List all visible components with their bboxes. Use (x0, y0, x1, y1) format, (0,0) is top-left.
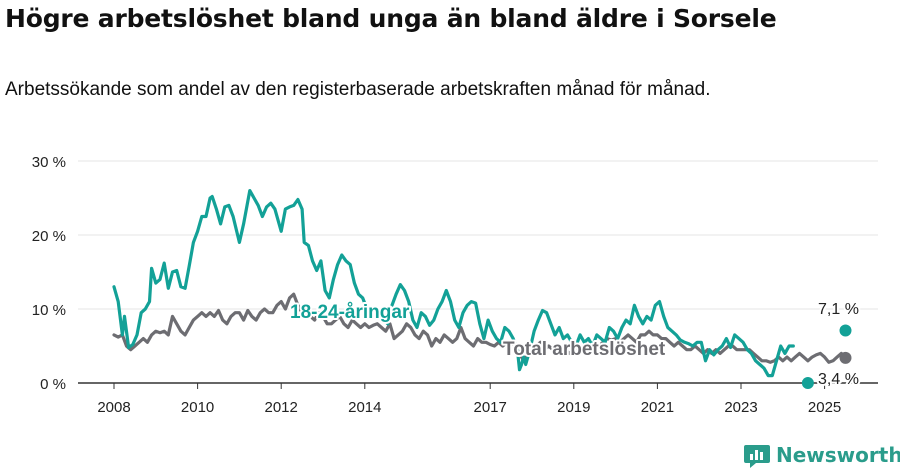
youth-point (839, 324, 852, 337)
series-label-total-halo: Total arbetslöshet (503, 339, 666, 360)
x-tick-label: 2014 (348, 399, 381, 416)
gridlines (78, 160, 878, 310)
total-end-point (839, 351, 852, 364)
y-tick-label: 20 % (32, 228, 66, 245)
chart-title: Högre arbetslöshet bland unga än bland ä… (5, 4, 777, 33)
brand-name: Newsworthy (776, 443, 900, 467)
chart-subtitle: Arbetssökande som andel av den registerb… (5, 79, 711, 100)
x-axis: 2008 2010 2012 2014 2017 2019 2021 2023 2025 (78, 382, 878, 416)
newsworthy-logo[interactable]: Newsworthy (744, 442, 900, 468)
series-lines (112, 189, 852, 389)
y-tick-label: 0 % (40, 376, 66, 393)
total-end-label-halo: 3,4 % (818, 371, 859, 388)
y-tick-label: 30 % (32, 154, 66, 171)
youth-end-label-halo: 7,1 % (818, 301, 859, 318)
total-end-label: 3,4 % (818, 371, 859, 388)
youth-point (801, 377, 814, 389)
x-tick-label: 2019 (557, 399, 590, 416)
series-label-youth: 18-24-åringar (290, 302, 410, 323)
newsworthy-icon (744, 445, 770, 468)
series-label-youth-halo: 18-24-åringar (290, 302, 410, 323)
x-tick-label: 2025 (808, 399, 841, 416)
x-tick-label: 2023 (724, 399, 757, 416)
y-tick-label: 10 % (32, 302, 66, 319)
x-tick-label: 2008 (97, 399, 130, 416)
x-tick-label: 2017 (474, 399, 507, 416)
series-label-total: Total arbetslöshet (503, 339, 666, 360)
x-tick-label: 2012 (265, 399, 298, 416)
series-line-youth (112, 189, 795, 378)
youth-end-label: 7,1 % (818, 301, 859, 318)
y-axis-labels: 0 % 10 % 20 % 30 % (32, 154, 66, 393)
x-tick-label: 2010 (181, 399, 214, 416)
x-tick-label: 2021 (641, 399, 674, 416)
series-line-total (112, 292, 848, 364)
